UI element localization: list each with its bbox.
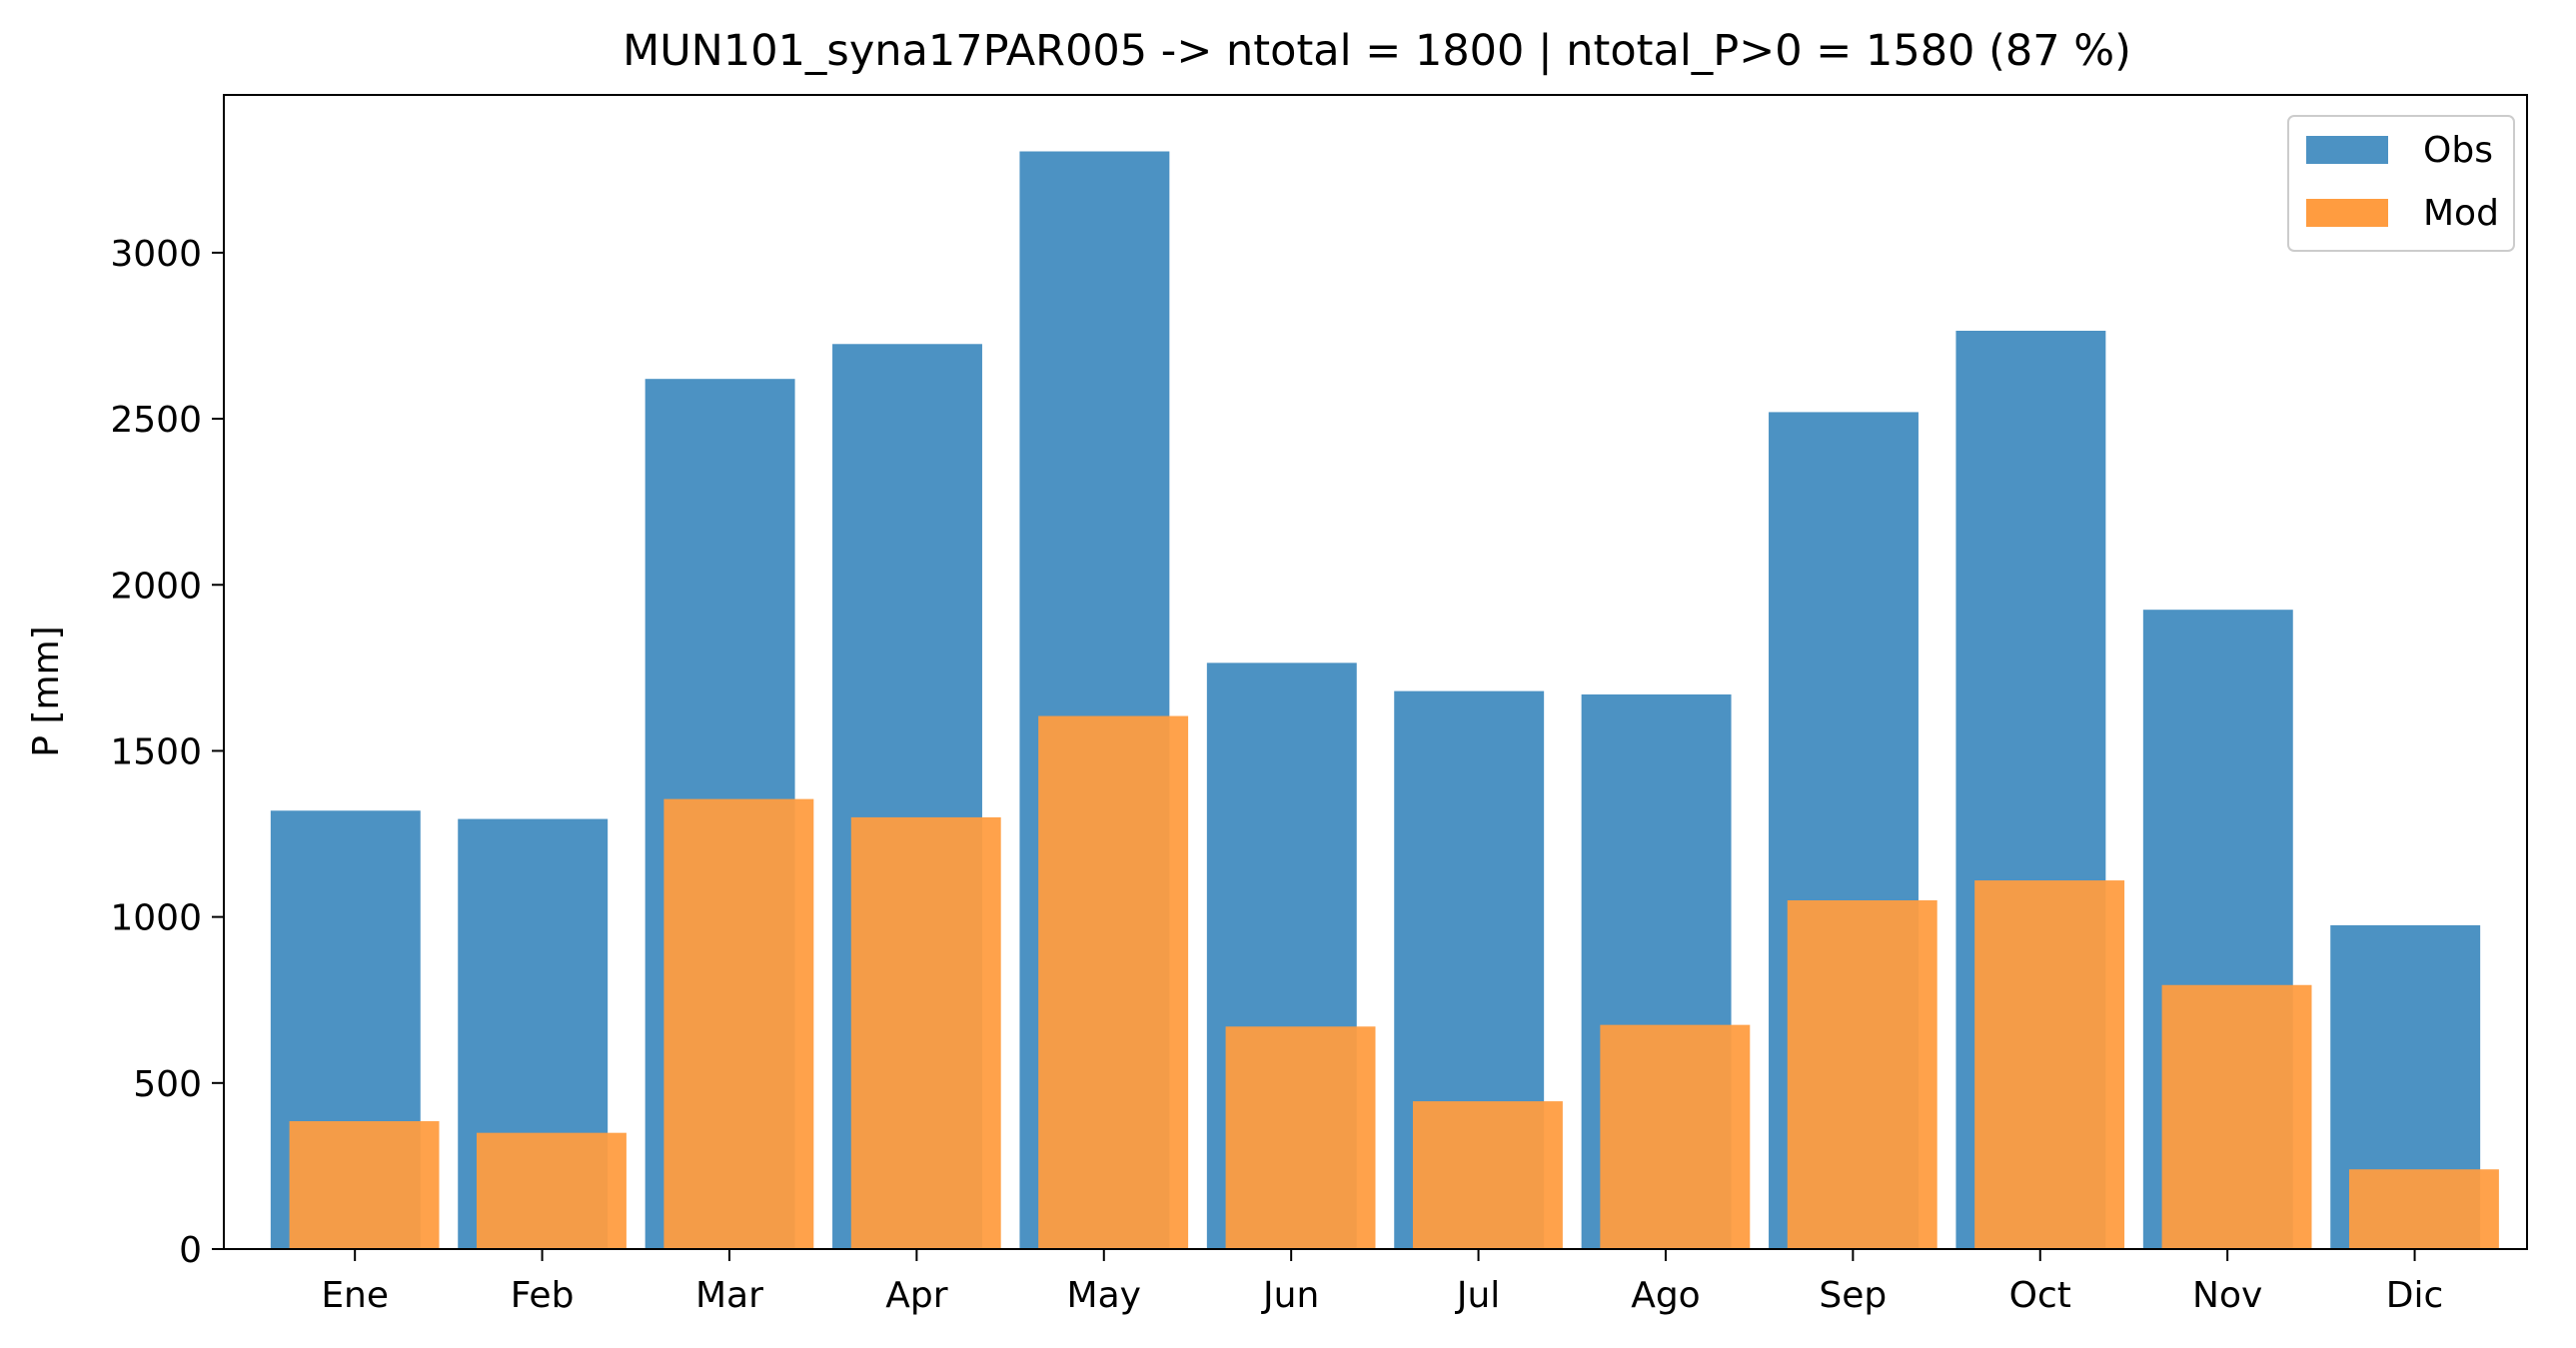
y-tick-label: 0 <box>179 1230 202 1271</box>
y-tick-label: 1500 <box>110 731 202 772</box>
legend-label-mod: Mod <box>2423 193 2499 234</box>
y-tick-label: 500 <box>133 1064 202 1105</box>
x-tick-label-jul: Jul <box>1455 1275 1500 1316</box>
x-tick-label-nov: Nov <box>2192 1275 2262 1316</box>
x-tick-label-ene: Ene <box>321 1275 389 1316</box>
legend-swatch-obs <box>2306 136 2388 164</box>
chart-title: MUN101_syna17PAR005 -> ntotal = 1800 | n… <box>623 26 2131 76</box>
x-tick-label-ago: Ago <box>1631 1275 1701 1316</box>
x-tick-label-feb: Feb <box>511 1275 575 1316</box>
bar-mod-may <box>1038 715 1189 1249</box>
bar-mod-feb <box>476 1132 627 1249</box>
bar-mod-ene <box>289 1121 440 1249</box>
plot-frame <box>223 94 2528 1250</box>
x-tick-label-sep: Sep <box>1819 1275 1887 1316</box>
bar-mod-mar <box>663 798 814 1249</box>
x-tick-label-mar: Mar <box>695 1275 763 1316</box>
legend-swatch-mod <box>2306 199 2388 227</box>
bar-mod-sep <box>1787 900 1937 1249</box>
bars-group <box>270 151 2499 1250</box>
y-tick-label: 2000 <box>110 566 202 607</box>
y-axis-label: P [mm] <box>26 626 67 756</box>
x-tick-label-oct: Oct <box>2009 1275 2071 1316</box>
legend-label-obs: Obs <box>2423 130 2493 171</box>
x-tick-label-dic: Dic <box>2386 1275 2444 1316</box>
bar-mod-jun <box>1225 1026 1376 1249</box>
y-tick-label: 1000 <box>110 898 202 939</box>
y-tick-label: 3000 <box>110 234 202 275</box>
bar-mod-jul <box>1412 1101 1563 1249</box>
y-tick-label: 2500 <box>110 400 202 441</box>
x-tick-label-apr: Apr <box>885 1275 947 1316</box>
y-axis-ticks: 0 500 1000 1500 2000 2500 3000 <box>110 234 224 1271</box>
bar-mod-oct <box>1974 880 2125 1249</box>
bar-mod-dic <box>2348 1169 2499 1249</box>
bar-mod-apr <box>850 816 1001 1249</box>
legend: Obs Mod <box>2287 115 2515 252</box>
x-tick-label-jun: Jun <box>1261 1275 1319 1316</box>
x-tick-label-may: May <box>1067 1275 1141 1316</box>
bar-mod-nov <box>2161 984 2312 1249</box>
x-axis-ticks: Ene Feb Mar Apr May Jun Jul Ago Sep Oct Nov Dic <box>321 1249 2443 1316</box>
bar-mod-ago <box>1600 1024 1751 1249</box>
